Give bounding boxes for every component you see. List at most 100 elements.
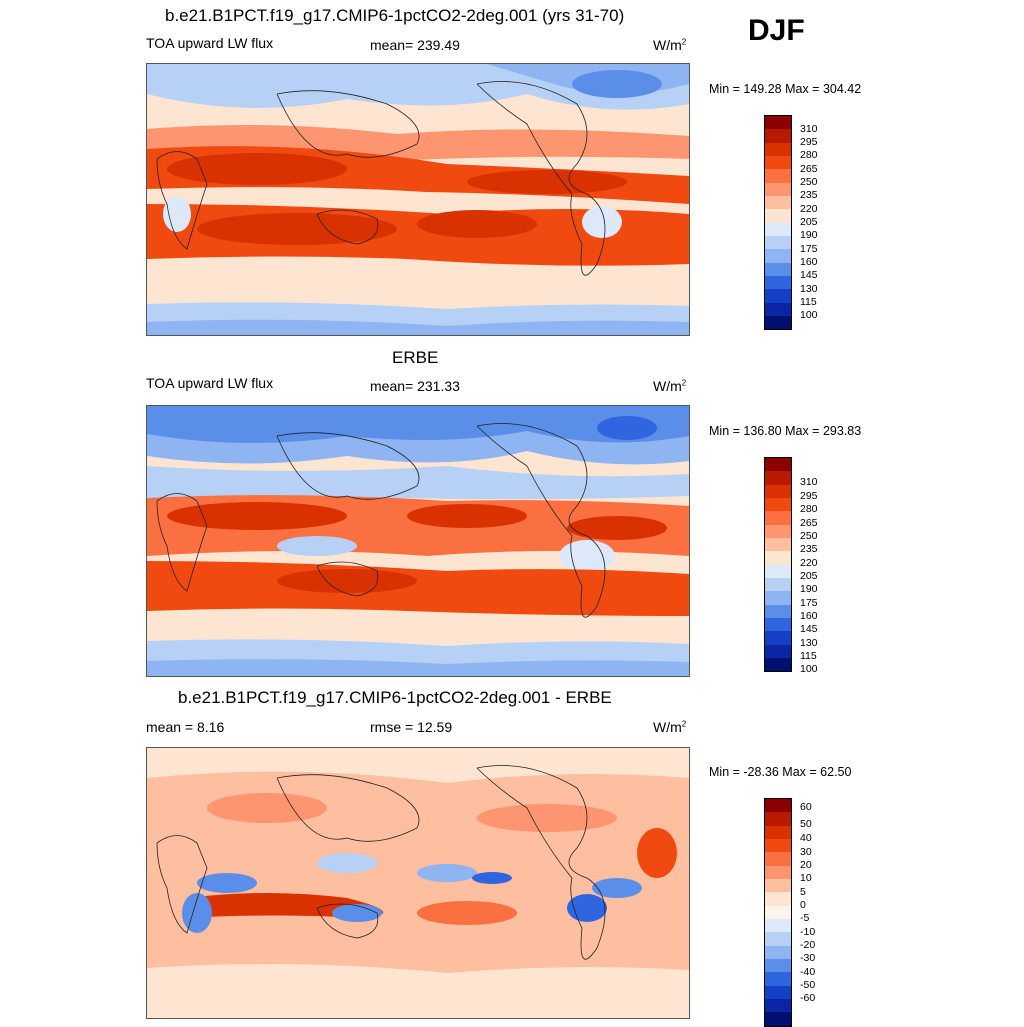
panel-2-colorbar: [764, 457, 792, 673]
colorbar-tick-label: 5: [800, 886, 806, 898]
colorbar-tick-label: 310: [800, 476, 818, 488]
colorbar-swatch: [765, 905, 791, 919]
colorbar-tick-label: 10: [800, 872, 812, 884]
colorbar-tick-label: 265: [800, 163, 818, 175]
colorbar-swatch: [765, 852, 791, 866]
panel-3-rmse: rmse = 12.59: [370, 719, 453, 735]
colorbar-swatch: [765, 116, 791, 130]
colorbar-tick-label: 205: [800, 570, 818, 582]
colorbar-swatch: [765, 195, 791, 210]
panel-1-units: W/m2: [653, 37, 687, 53]
panel-1-left-label: TOA upward LW flux: [146, 35, 274, 51]
colorbar-tick-label: 235: [800, 189, 818, 201]
colorbar-swatch: [765, 878, 791, 893]
colorbar-tick-label: 280: [800, 149, 818, 161]
colorbar-swatch: [765, 222, 791, 236]
colorbar-tick-label: 220: [800, 557, 818, 569]
colorbar-tick-label: 205: [800, 216, 818, 228]
colorbar-tick-label: 160: [800, 256, 818, 268]
colorbar-swatch: [765, 129, 791, 143]
colorbar-swatch: [765, 892, 791, 906]
colorbar-swatch: [765, 812, 791, 826]
colorbar-tick-label: -40: [800, 966, 816, 978]
colorbar-swatch: [765, 458, 791, 472]
colorbar-tick-label: 250: [800, 530, 818, 542]
colorbar-swatch: [765, 577, 791, 592]
panel-3-minmax: Min = -28.36 Max = 62.50: [709, 765, 852, 779]
panel-2-left-label: TOA upward LW flux: [146, 375, 274, 391]
colorbar-swatch: [765, 865, 791, 879]
colorbar-swatch: [765, 262, 791, 276]
colorbar-swatch: [765, 657, 791, 672]
colorbar-swatch: [765, 799, 791, 813]
colorbar-swatch: [765, 825, 791, 839]
panel-3-colorbar: [764, 798, 792, 1027]
colorbar-tick-label: 220: [800, 203, 818, 215]
panel-3-mean: mean = 8.16: [146, 719, 225, 735]
colorbar-tick-label: 115: [800, 296, 817, 308]
colorbar-swatch: [765, 524, 791, 538]
colorbar-swatch: [765, 591, 791, 605]
colorbar-swatch: [765, 1012, 791, 1026]
colorbar-tick-label: 310: [800, 123, 818, 135]
colorbar-swatch: [765, 985, 791, 999]
colorbar-swatch: [765, 471, 791, 485]
colorbar-swatch: [765, 315, 791, 330]
colorbar-tick-label: 60: [800, 801, 812, 813]
colorbar-tick-label: 100: [800, 309, 818, 321]
colorbar-swatch: [765, 617, 791, 632]
colorbar-tick-label: -50: [800, 979, 816, 991]
colorbar-tick-label: 145: [800, 623, 818, 635]
colorbar-tick-label: 250: [800, 176, 818, 188]
colorbar-tick-label: 50: [800, 818, 812, 830]
panel-3-title: b.e21.B1PCT.f19_g17.CMIP6-1pctCO2-2deg.0…: [178, 688, 612, 707]
colorbar-swatch: [765, 644, 791, 658]
colorbar-swatch: [765, 511, 791, 525]
colorbar-swatch: [765, 537, 791, 552]
colorbar-swatch: [765, 551, 791, 565]
colorbar-swatch: [765, 972, 791, 986]
colorbar-tick-label: -30: [800, 952, 816, 964]
colorbar-tick-label: -20: [800, 939, 816, 951]
colorbar-swatch: [765, 209, 791, 223]
colorbar-swatch: [765, 604, 791, 618]
panel-3-map: [146, 747, 690, 1019]
colorbar-tick-label: 0: [800, 899, 806, 911]
panel-1-map: [146, 63, 690, 336]
panel-2-map: [146, 405, 690, 677]
colorbar-swatch: [765, 484, 791, 498]
colorbar-tick-label: 130: [800, 637, 818, 649]
colorbar-swatch: [765, 497, 791, 512]
colorbar-tick-label: 30: [800, 846, 812, 858]
colorbar-tick-label: 100: [800, 663, 818, 675]
panel-1-minmax: Min = 149.28 Max = 304.42: [709, 82, 862, 96]
colorbar-swatch: [765, 918, 791, 933]
colorbar-tick-label: 115: [800, 650, 817, 662]
colorbar-tick-label: 280: [800, 503, 818, 515]
colorbar-swatch: [765, 235, 791, 250]
colorbar-swatch: [765, 932, 791, 946]
colorbar-swatch: [765, 142, 791, 156]
colorbar-tick-label: -5: [800, 912, 810, 924]
colorbar-swatch: [765, 838, 791, 853]
colorbar-swatch: [765, 289, 791, 303]
colorbar-tick-label: 190: [800, 583, 818, 595]
colorbar-swatch: [765, 169, 791, 183]
colorbar-swatch: [765, 958, 791, 973]
panel-1-title: b.e21.B1PCT.f19_g17.CMIP6-1pctCO2-2deg.0…: [165, 6, 625, 25]
colorbar-tick-label: 130: [800, 283, 818, 295]
panel-1-colorbar: [764, 115, 792, 331]
colorbar-tick-label: 145: [800, 269, 818, 281]
colorbar-tick-label: -10: [800, 926, 816, 938]
colorbar-tick-label: 235: [800, 543, 818, 555]
colorbar-tick-label: 295: [800, 490, 818, 502]
panel-2-minmax: Min = 136.80 Max = 293.83: [709, 424, 862, 438]
colorbar-tick-label: 175: [800, 243, 818, 255]
colorbar-tick-label: 265: [800, 517, 818, 529]
panel-3-units: W/m2: [653, 719, 687, 735]
colorbar-tick-label: 40: [800, 832, 812, 844]
colorbar-swatch: [765, 249, 791, 263]
colorbar-tick-label: 295: [800, 136, 818, 148]
colorbar-swatch: [765, 155, 791, 170]
panel-2-title: ERBE: [392, 348, 439, 367]
